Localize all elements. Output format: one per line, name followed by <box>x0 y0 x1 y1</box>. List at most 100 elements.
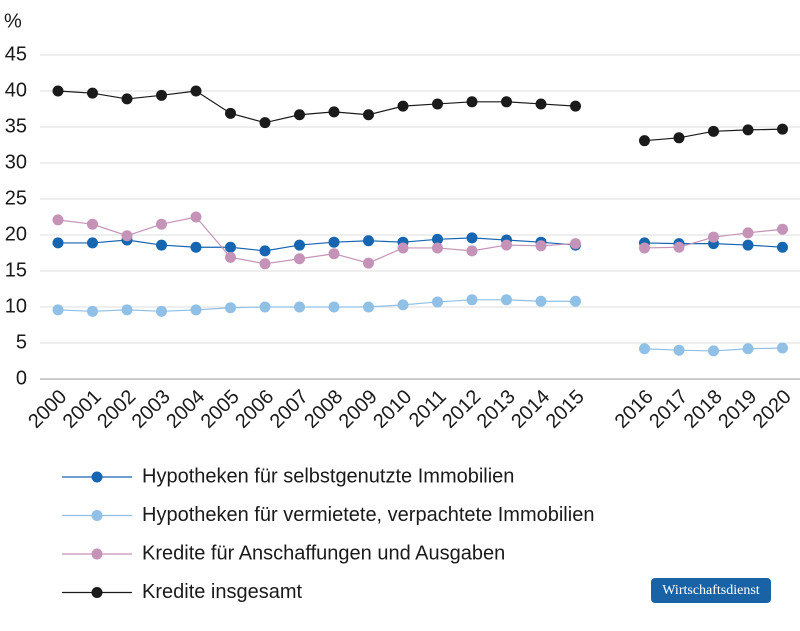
data-point <box>777 241 788 253</box>
data-point <box>328 301 340 313</box>
data-point <box>466 232 478 244</box>
data-point <box>121 230 133 242</box>
series-line <box>57 90 783 142</box>
data-point <box>432 98 443 110</box>
data-point <box>432 296 443 308</box>
y-tick-label: 25 <box>5 187 27 209</box>
data-point <box>673 132 685 144</box>
data-point <box>52 214 64 226</box>
data-point <box>397 100 409 112</box>
data-point <box>225 107 236 119</box>
data-point <box>156 89 167 101</box>
x-tick-label: 2007 <box>266 386 313 433</box>
data-point <box>190 85 202 97</box>
data-point <box>432 242 443 254</box>
x-tick-label: 2005 <box>197 386 244 433</box>
x-tick-label: 2002 <box>93 386 140 433</box>
y-tick-label: 0 <box>16 367 27 389</box>
legend-label: Hypotheken für selbstgenutzte Immobilien <box>142 465 514 487</box>
data-point <box>121 304 133 316</box>
data-point <box>363 235 374 247</box>
data-point <box>156 305 167 317</box>
data-point <box>777 123 788 135</box>
data-point <box>501 96 512 108</box>
data-point <box>259 117 271 129</box>
x-tick-label: 2019 <box>714 386 761 433</box>
data-point <box>397 299 409 311</box>
x-tick-label: 2015 <box>542 386 589 433</box>
data-point <box>156 239 167 251</box>
x-tick-label: 2012 <box>438 386 485 433</box>
data-point <box>535 98 547 110</box>
legend-label: Kredite insgesamt <box>142 581 303 603</box>
badge: Wirtschaftsdienst <box>662 583 760 598</box>
data-point <box>742 124 754 136</box>
data-point <box>190 304 202 316</box>
data-point <box>466 96 478 108</box>
x-tick-label: 2011 <box>405 386 451 432</box>
y-tick-label: 40 <box>5 79 27 101</box>
data-point <box>742 343 754 355</box>
x-tick-label: 2001 <box>59 386 106 433</box>
data-point <box>777 342 788 354</box>
data-point <box>52 304 64 316</box>
data-point <box>225 241 236 253</box>
data-point <box>294 253 305 265</box>
y-tick-label: 5 <box>16 331 27 353</box>
data-point <box>156 218 167 230</box>
data-point <box>501 239 512 251</box>
legend-marker <box>91 471 103 483</box>
data-point <box>87 87 98 99</box>
data-point <box>52 85 64 97</box>
data-point <box>742 227 754 239</box>
data-point <box>328 106 340 118</box>
data-point <box>466 245 478 257</box>
x-tick-label: 2000 <box>24 386 71 433</box>
data-point <box>328 248 340 260</box>
legend-label: Hypotheken für vermietete, verpachtete I… <box>142 504 594 526</box>
data-point <box>466 294 478 306</box>
data-point <box>639 242 650 254</box>
data-point <box>397 242 409 254</box>
data-point <box>363 301 374 313</box>
x-tick-label: 2020 <box>749 386 796 433</box>
data-point <box>535 295 547 307</box>
x-tick-label: 2010 <box>369 386 416 433</box>
data-point <box>535 240 547 252</box>
data-point <box>673 344 685 356</box>
x-tick-label: 2013 <box>473 386 520 433</box>
x-tick-label: 2009 <box>335 386 382 433</box>
y-tick-label: 45 <box>5 43 27 65</box>
data-point <box>432 233 443 245</box>
data-point <box>225 251 236 263</box>
x-tick-label: 2004 <box>162 386 209 433</box>
data-point <box>742 239 754 251</box>
data-point <box>777 223 788 235</box>
legend-label: Kredite für Anschaffungen und Ausgaben <box>142 542 505 564</box>
data-point <box>708 231 719 243</box>
data-point <box>639 343 650 355</box>
data-point <box>294 109 305 121</box>
data-point <box>259 245 271 257</box>
y-tick-label: 10 <box>5 295 27 317</box>
y-tick-label: 35 <box>5 115 27 137</box>
legend-marker <box>91 510 103 521</box>
y-axis-label: % <box>4 10 22 32</box>
x-tick-label: 2018 <box>680 386 727 433</box>
data-point <box>363 109 374 121</box>
x-tick-label: 2008 <box>300 386 347 433</box>
data-point <box>52 237 64 249</box>
y-tick-label: 30 <box>5 151 27 173</box>
data-point <box>190 241 202 253</box>
data-point <box>501 294 512 306</box>
x-tick-label: 2003 <box>128 386 175 433</box>
data-point <box>87 237 98 249</box>
data-point <box>121 93 133 105</box>
data-point <box>570 295 581 307</box>
legend-marker <box>91 548 103 560</box>
x-tick-label: 2006 <box>231 386 278 433</box>
data-point <box>673 241 685 253</box>
data-point <box>294 301 305 313</box>
data-point <box>259 301 271 313</box>
